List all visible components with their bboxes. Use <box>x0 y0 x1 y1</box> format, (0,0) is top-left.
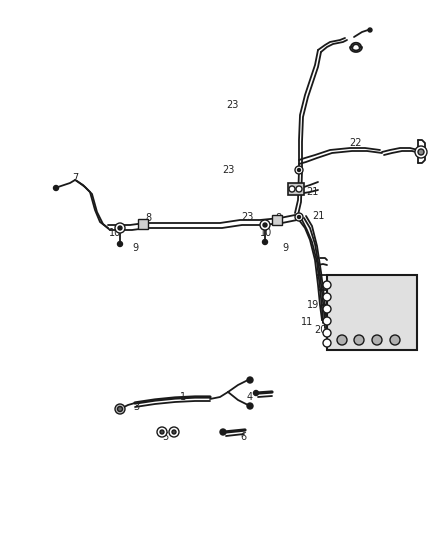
Circle shape <box>115 223 125 233</box>
Text: 7: 7 <box>72 173 78 183</box>
Circle shape <box>295 166 303 174</box>
Circle shape <box>118 226 122 230</box>
Text: 9: 9 <box>282 243 288 253</box>
Text: 3: 3 <box>133 402 139 412</box>
Text: 5: 5 <box>162 432 168 442</box>
Text: 9: 9 <box>132 243 138 253</box>
Circle shape <box>390 335 400 345</box>
Circle shape <box>418 149 424 155</box>
Bar <box>138 219 148 229</box>
Text: 19: 19 <box>307 300 319 310</box>
Circle shape <box>263 223 267 227</box>
Text: 12: 12 <box>384 290 396 300</box>
Circle shape <box>368 28 372 32</box>
Circle shape <box>323 339 331 347</box>
Circle shape <box>296 186 302 192</box>
Text: 23: 23 <box>226 100 238 110</box>
Text: 17: 17 <box>357 275 369 285</box>
Bar <box>288 183 304 195</box>
Circle shape <box>323 329 331 337</box>
Circle shape <box>53 185 59 190</box>
Bar <box>272 215 282 225</box>
Text: 18: 18 <box>391 275 403 285</box>
Circle shape <box>323 305 331 313</box>
Text: 23: 23 <box>222 165 234 175</box>
Circle shape <box>172 430 176 434</box>
Circle shape <box>337 335 347 345</box>
Text: 22: 22 <box>350 138 362 148</box>
Text: 21: 21 <box>306 187 318 197</box>
Circle shape <box>115 404 125 414</box>
Circle shape <box>323 293 331 301</box>
Circle shape <box>254 391 258 395</box>
Text: 20: 20 <box>314 325 326 335</box>
Text: 11: 11 <box>301 317 313 327</box>
Circle shape <box>297 215 300 219</box>
Bar <box>327 275 417 350</box>
Circle shape <box>372 335 382 345</box>
Circle shape <box>247 377 253 383</box>
Text: 10: 10 <box>260 228 272 238</box>
Text: 4: 4 <box>247 392 253 402</box>
Circle shape <box>289 186 295 192</box>
Circle shape <box>260 220 270 230</box>
Circle shape <box>160 430 164 434</box>
Text: 10: 10 <box>109 228 121 238</box>
Text: 23: 23 <box>241 212 253 222</box>
Circle shape <box>354 335 364 345</box>
Circle shape <box>220 429 226 435</box>
Text: 1: 1 <box>180 392 186 402</box>
Circle shape <box>415 146 427 158</box>
Circle shape <box>157 427 167 437</box>
Text: 16: 16 <box>337 278 349 288</box>
Circle shape <box>117 241 123 246</box>
Circle shape <box>247 403 253 409</box>
Circle shape <box>169 427 179 437</box>
Text: 6: 6 <box>240 432 246 442</box>
Text: 8: 8 <box>275 213 281 223</box>
Circle shape <box>262 239 268 245</box>
Circle shape <box>117 407 123 411</box>
Circle shape <box>323 281 331 289</box>
Circle shape <box>297 168 300 172</box>
Text: 15: 15 <box>384 305 396 315</box>
Text: 8: 8 <box>145 213 151 223</box>
Text: 21: 21 <box>312 211 324 221</box>
Circle shape <box>295 213 303 221</box>
Circle shape <box>323 317 331 325</box>
